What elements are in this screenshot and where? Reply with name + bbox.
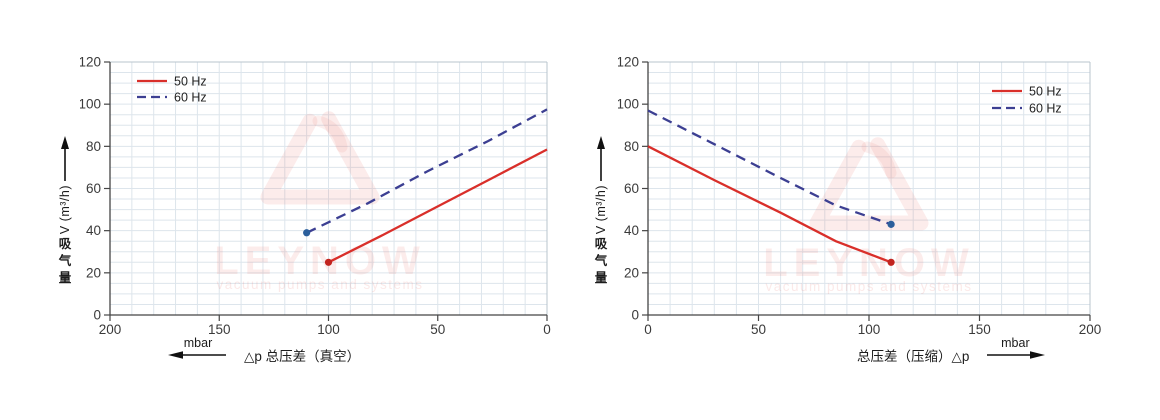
mbar-unit-right: mbar: [985, 336, 1046, 360]
y-tick-label: 60: [624, 181, 639, 196]
y-tick-label: 100: [80, 97, 101, 112]
mbar-unit-left: mbar: [168, 337, 228, 360]
y-tick-label: 80: [86, 139, 101, 154]
y-tick-label: 20: [86, 265, 101, 280]
legend-label: 60 Hz: [174, 91, 207, 105]
vacuum-x-axis-caption: mbar △p 总压差（真空）: [168, 337, 360, 365]
x-tick-label: 150: [208, 322, 231, 337]
x-tick-label: 50: [751, 322, 766, 337]
watermark-tagline: vacuum pumps and systems: [216, 277, 423, 292]
watermark-brand: LEYNOW: [214, 239, 426, 283]
plot-border: [648, 61, 1091, 315]
grid: [109, 61, 548, 316]
series-end-dot: [887, 220, 895, 228]
y-tick-label: 0: [631, 308, 639, 323]
compression-x-axis-caption: 总压差（压缩）△p mbar: [857, 336, 1046, 365]
y-axis-cjk-char: 吸: [58, 237, 72, 252]
mbar-label: mbar: [1001, 336, 1030, 350]
compression-y-axis-label: V (m³/h) 吸 气 量: [586, 136, 616, 285]
x-tick-label: 50: [430, 322, 445, 337]
legend: 50 Hz 60 Hz: [137, 75, 207, 105]
y-tick-label: 40: [624, 223, 639, 238]
axes: 200 150 100 50 0 0 20 40 60 80 100 120: [80, 55, 551, 338]
y-tick-label: 20: [624, 265, 639, 280]
mbar-label: mbar: [183, 336, 213, 350]
series-60-hz: [647, 109, 895, 228]
watermark-logo: [809, 121, 929, 231]
up-arrow-icon: [597, 136, 605, 181]
series-50-hz: [324, 148, 548, 266]
x-tick-label: 150: [968, 322, 991, 337]
y-axis-cjk-char: 吸: [594, 237, 608, 252]
x-axis-caption-text: 总压差（压缩）△p: [857, 349, 970, 364]
y-tick-label: 40: [86, 223, 101, 238]
y-axis-cjk-char: 气: [58, 254, 72, 269]
left-arrow-icon: [168, 351, 226, 359]
y-axis-cjk-char: 量: [58, 271, 72, 286]
x-tick-label: 100: [317, 322, 340, 337]
series-end-dot: [303, 229, 311, 237]
plot-border: [110, 61, 548, 315]
series-end-dot: [887, 258, 895, 266]
y-tick-label: 60: [86, 181, 101, 196]
series-end-dot: [324, 258, 333, 266]
axes: 0 50 100 150 200 0 20 40 60 80 100 120: [618, 55, 1101, 338]
y-tick-label: 120: [618, 55, 639, 70]
y-axis-unit-label: V (m³/h): [594, 185, 608, 235]
y-axis-unit-label: V (m³/h): [58, 185, 72, 235]
y-axis-cjk-char: 量: [594, 271, 608, 286]
x-tick-label: 0: [644, 322, 652, 337]
x-tick-label: 0: [543, 322, 551, 337]
legend: 50 Hz 60 Hz: [992, 85, 1062, 116]
y-axis-cjk-char: 气: [594, 254, 608, 269]
legend-label: 50 Hz: [174, 75, 207, 89]
watermark-logo: [260, 95, 380, 205]
vacuum-y-axis-label: V (m³/h) 吸 气 量: [50, 136, 80, 285]
legend-label: 60 Hz: [1029, 102, 1062, 116]
watermark-tagline: vacuum pumps and systems: [765, 279, 972, 294]
y-tick-label: 0: [93, 308, 101, 323]
y-tick-label: 120: [80, 55, 101, 70]
right-arrow-icon: [987, 351, 1046, 359]
x-axis-caption-text: △p 总压差（真空）: [244, 349, 361, 364]
legend-label: 50 Hz: [1029, 85, 1062, 99]
y-tick-label: 80: [624, 139, 639, 154]
series-60-hz: [303, 108, 548, 237]
x-tick-label: 200: [99, 322, 122, 337]
series-50-hz: [647, 145, 895, 266]
up-arrow-icon: [61, 136, 69, 181]
y-tick-label: 100: [618, 97, 639, 112]
x-tick-label: 200: [1079, 322, 1102, 337]
watermark-brand: LEYNOW: [763, 241, 975, 285]
x-tick-label: 100: [858, 322, 881, 337]
